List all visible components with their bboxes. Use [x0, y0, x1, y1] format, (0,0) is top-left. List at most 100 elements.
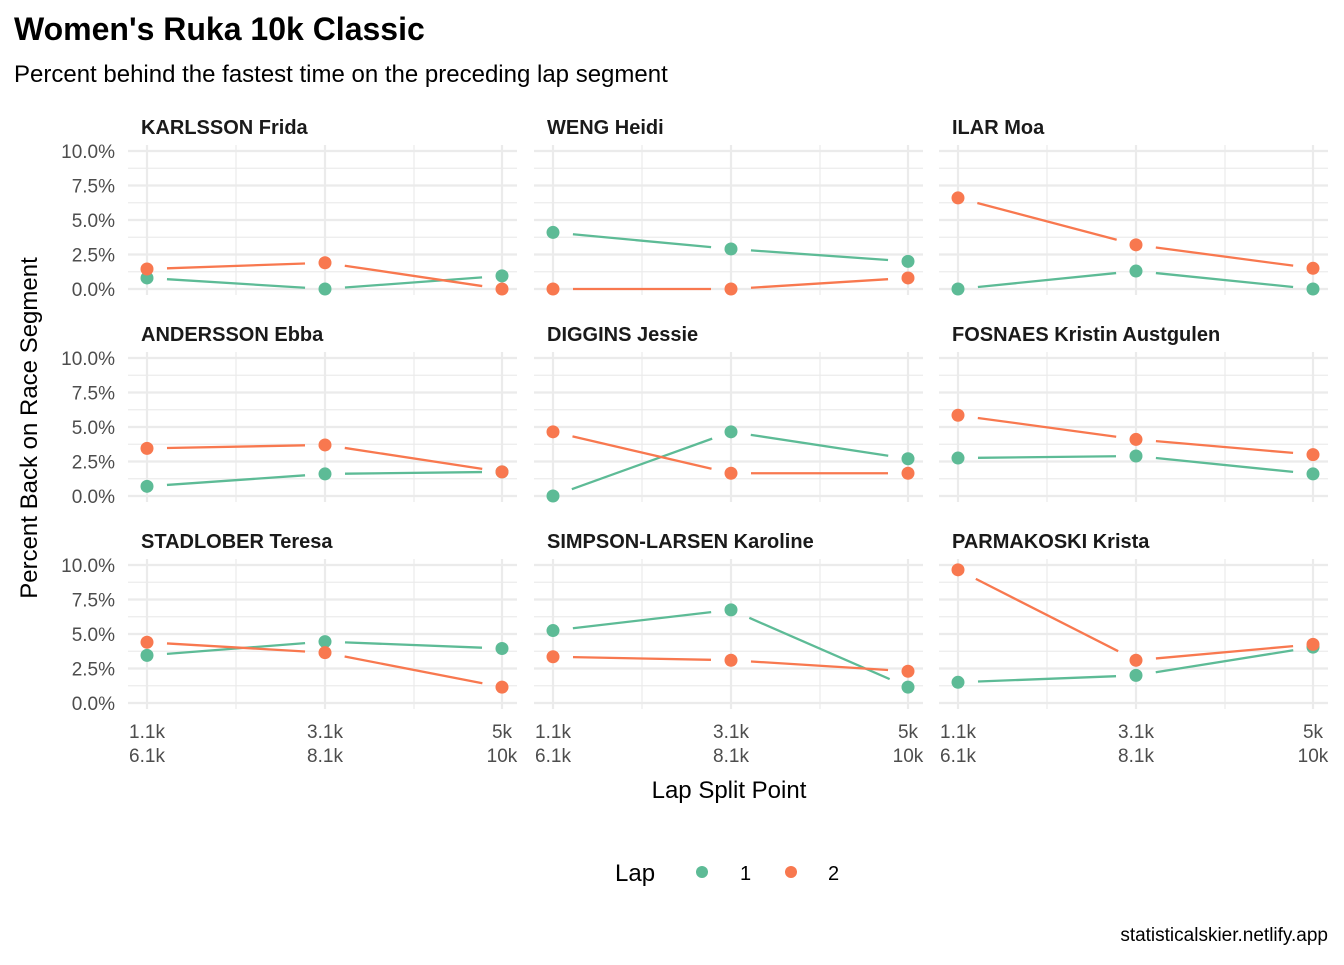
x-tick-label: 1.1k [129, 722, 165, 743]
facet-panel: ANDERSSON Ebba 0.0% 2.5% 5.0% 7.5% 10.0% [61, 324, 517, 508]
lap-2-point [951, 191, 965, 205]
lap-2-point [140, 262, 154, 276]
x-tick-label: 5k [492, 722, 513, 743]
chart-subtitle: Percent behind the fastest time on the p… [14, 61, 668, 88]
lap-2-line-segment [344, 446, 483, 470]
lap-1-point [318, 635, 332, 649]
y-tick-label: 10.0% [61, 349, 115, 370]
lap-1-line-segment [166, 474, 306, 487]
lap-1-line-segment [1155, 649, 1294, 674]
facet-title: ILAR Moa [952, 117, 1045, 139]
x-tick-label: 3.1k [713, 722, 749, 743]
facet-panel: STADLOBER Teresa 0.0% 2.5% 5.0% 7.5% 10.0% 1.1… [61, 531, 518, 767]
lap-1-point [495, 269, 509, 283]
lap-2-line-segment [572, 435, 712, 470]
y-tick-label: 10.0% [61, 556, 115, 577]
lap-2-line-segment [166, 262, 306, 270]
lap-2-point [546, 425, 560, 439]
lap-2-line-segment [750, 660, 889, 672]
lap-2-point [1129, 238, 1143, 252]
lap-1-line-segment [571, 437, 713, 491]
facet-title: KARLSSON Frida [141, 117, 309, 139]
legend-title: Lap [615, 860, 655, 887]
lap-2-point [724, 653, 738, 667]
y-tick-label: 5.0% [72, 625, 115, 646]
lap-1-point [140, 648, 154, 662]
x-tick-label: 6.1k [940, 746, 976, 767]
lap-1-point [1129, 264, 1143, 278]
lap-1-point [724, 603, 738, 617]
lap-1-point [901, 254, 915, 268]
lap-1-point [495, 641, 509, 655]
y-tick-label: 2.5% [72, 246, 115, 267]
facet-title: PARMAKOSKI Krista [952, 531, 1150, 553]
y-tick-label: 10.0% [61, 142, 115, 163]
facet-panel: DIGGINS Jessie [534, 324, 923, 503]
x-axis-label: Lap Split Point [652, 777, 807, 804]
lap-1-line-segment [977, 675, 1117, 683]
lap-2-line-segment [750, 278, 889, 289]
lap-1-point [1306, 467, 1320, 481]
x-tick-label: 1.1k [940, 722, 976, 743]
x-tick-label: 10k [487, 746, 518, 767]
facet-title: SIMPSON-LARSEN Karoline [547, 531, 814, 553]
lap-2-point [140, 635, 154, 649]
y-axis-label: Percent Back on Race Segment [16, 257, 43, 599]
facet-title: FOSNAES Kristin Austgulen [952, 324, 1220, 346]
lap-1-point [724, 242, 738, 256]
lap-1-point [1129, 668, 1143, 682]
chart-title: Women's Ruka 10k Classic [14, 11, 425, 47]
lap-2-line-segment [344, 264, 483, 288]
x-tick-label: 1.1k [535, 722, 571, 743]
y-tick-label: 7.5% [72, 177, 115, 198]
facet-panel: FOSNAES Kristin Austgulen [939, 324, 1328, 502]
lap-2-line-segment [977, 416, 1117, 438]
x-tick-label: 3.1k [307, 722, 343, 743]
facet-title: ANDERSSON Ebba [141, 324, 324, 346]
y-tick-label: 7.5% [72, 384, 115, 405]
lap-1-point [546, 489, 560, 503]
lap-2-line-segment [977, 201, 1117, 241]
lap-1-point [546, 624, 560, 638]
lap-2-point [1129, 432, 1143, 446]
lap-1-point [951, 451, 965, 465]
x-tick-label: 8.1k [1118, 746, 1154, 767]
y-tick-label: 0.0% [72, 487, 115, 508]
facet-title: DIGGINS Jessie [547, 324, 698, 346]
x-tick-label: 10k [1298, 746, 1329, 767]
lap-2-point [318, 256, 332, 270]
facet-panel: WENG Heidi [534, 117, 923, 296]
facet-panel: PARMAKOSKI Krista 1.1k 6.1k 3.1k 8.1k 5k 10k [939, 531, 1329, 767]
lap-2-line-segment [166, 642, 306, 653]
lap-1-line-segment [572, 611, 712, 630]
lap-2-point [1306, 637, 1320, 651]
lap-2-point [901, 271, 915, 285]
lap-1-point [546, 225, 560, 239]
lap-1-point [901, 452, 915, 466]
facet-panel: SIMPSON-LARSEN Karoline 1.1k 6.1k 3.1k 8.1k 5… [534, 531, 924, 767]
y-tick-label: 5.0% [72, 418, 115, 439]
lap-2-point [546, 282, 560, 296]
lap-1-point [318, 282, 332, 296]
lap-1-point [318, 467, 332, 481]
lap-2-line-segment [572, 656, 712, 661]
lap-1-line-segment [572, 233, 712, 249]
lap-1-point [901, 680, 915, 694]
lap-2-point [951, 563, 965, 577]
x-tick-label: 5k [1303, 722, 1324, 743]
lap-1-line-segment [1155, 456, 1294, 474]
lap-1-point [140, 271, 154, 285]
lap-1-line-segment [750, 433, 889, 457]
x-tick-label: 8.1k [713, 746, 749, 767]
facet-title: WENG Heidi [547, 117, 664, 139]
lap-2-point [546, 650, 560, 664]
lap-2-line-segment [1155, 644, 1294, 660]
lap-1-point [951, 282, 965, 296]
lap-2-point [495, 465, 509, 479]
lap-1-line-segment [1155, 271, 1294, 289]
lap-2-line-segment [344, 655, 483, 685]
lap-1-line-segment [344, 276, 483, 289]
lap-2-point [724, 466, 738, 480]
lap-2-point [140, 441, 154, 455]
